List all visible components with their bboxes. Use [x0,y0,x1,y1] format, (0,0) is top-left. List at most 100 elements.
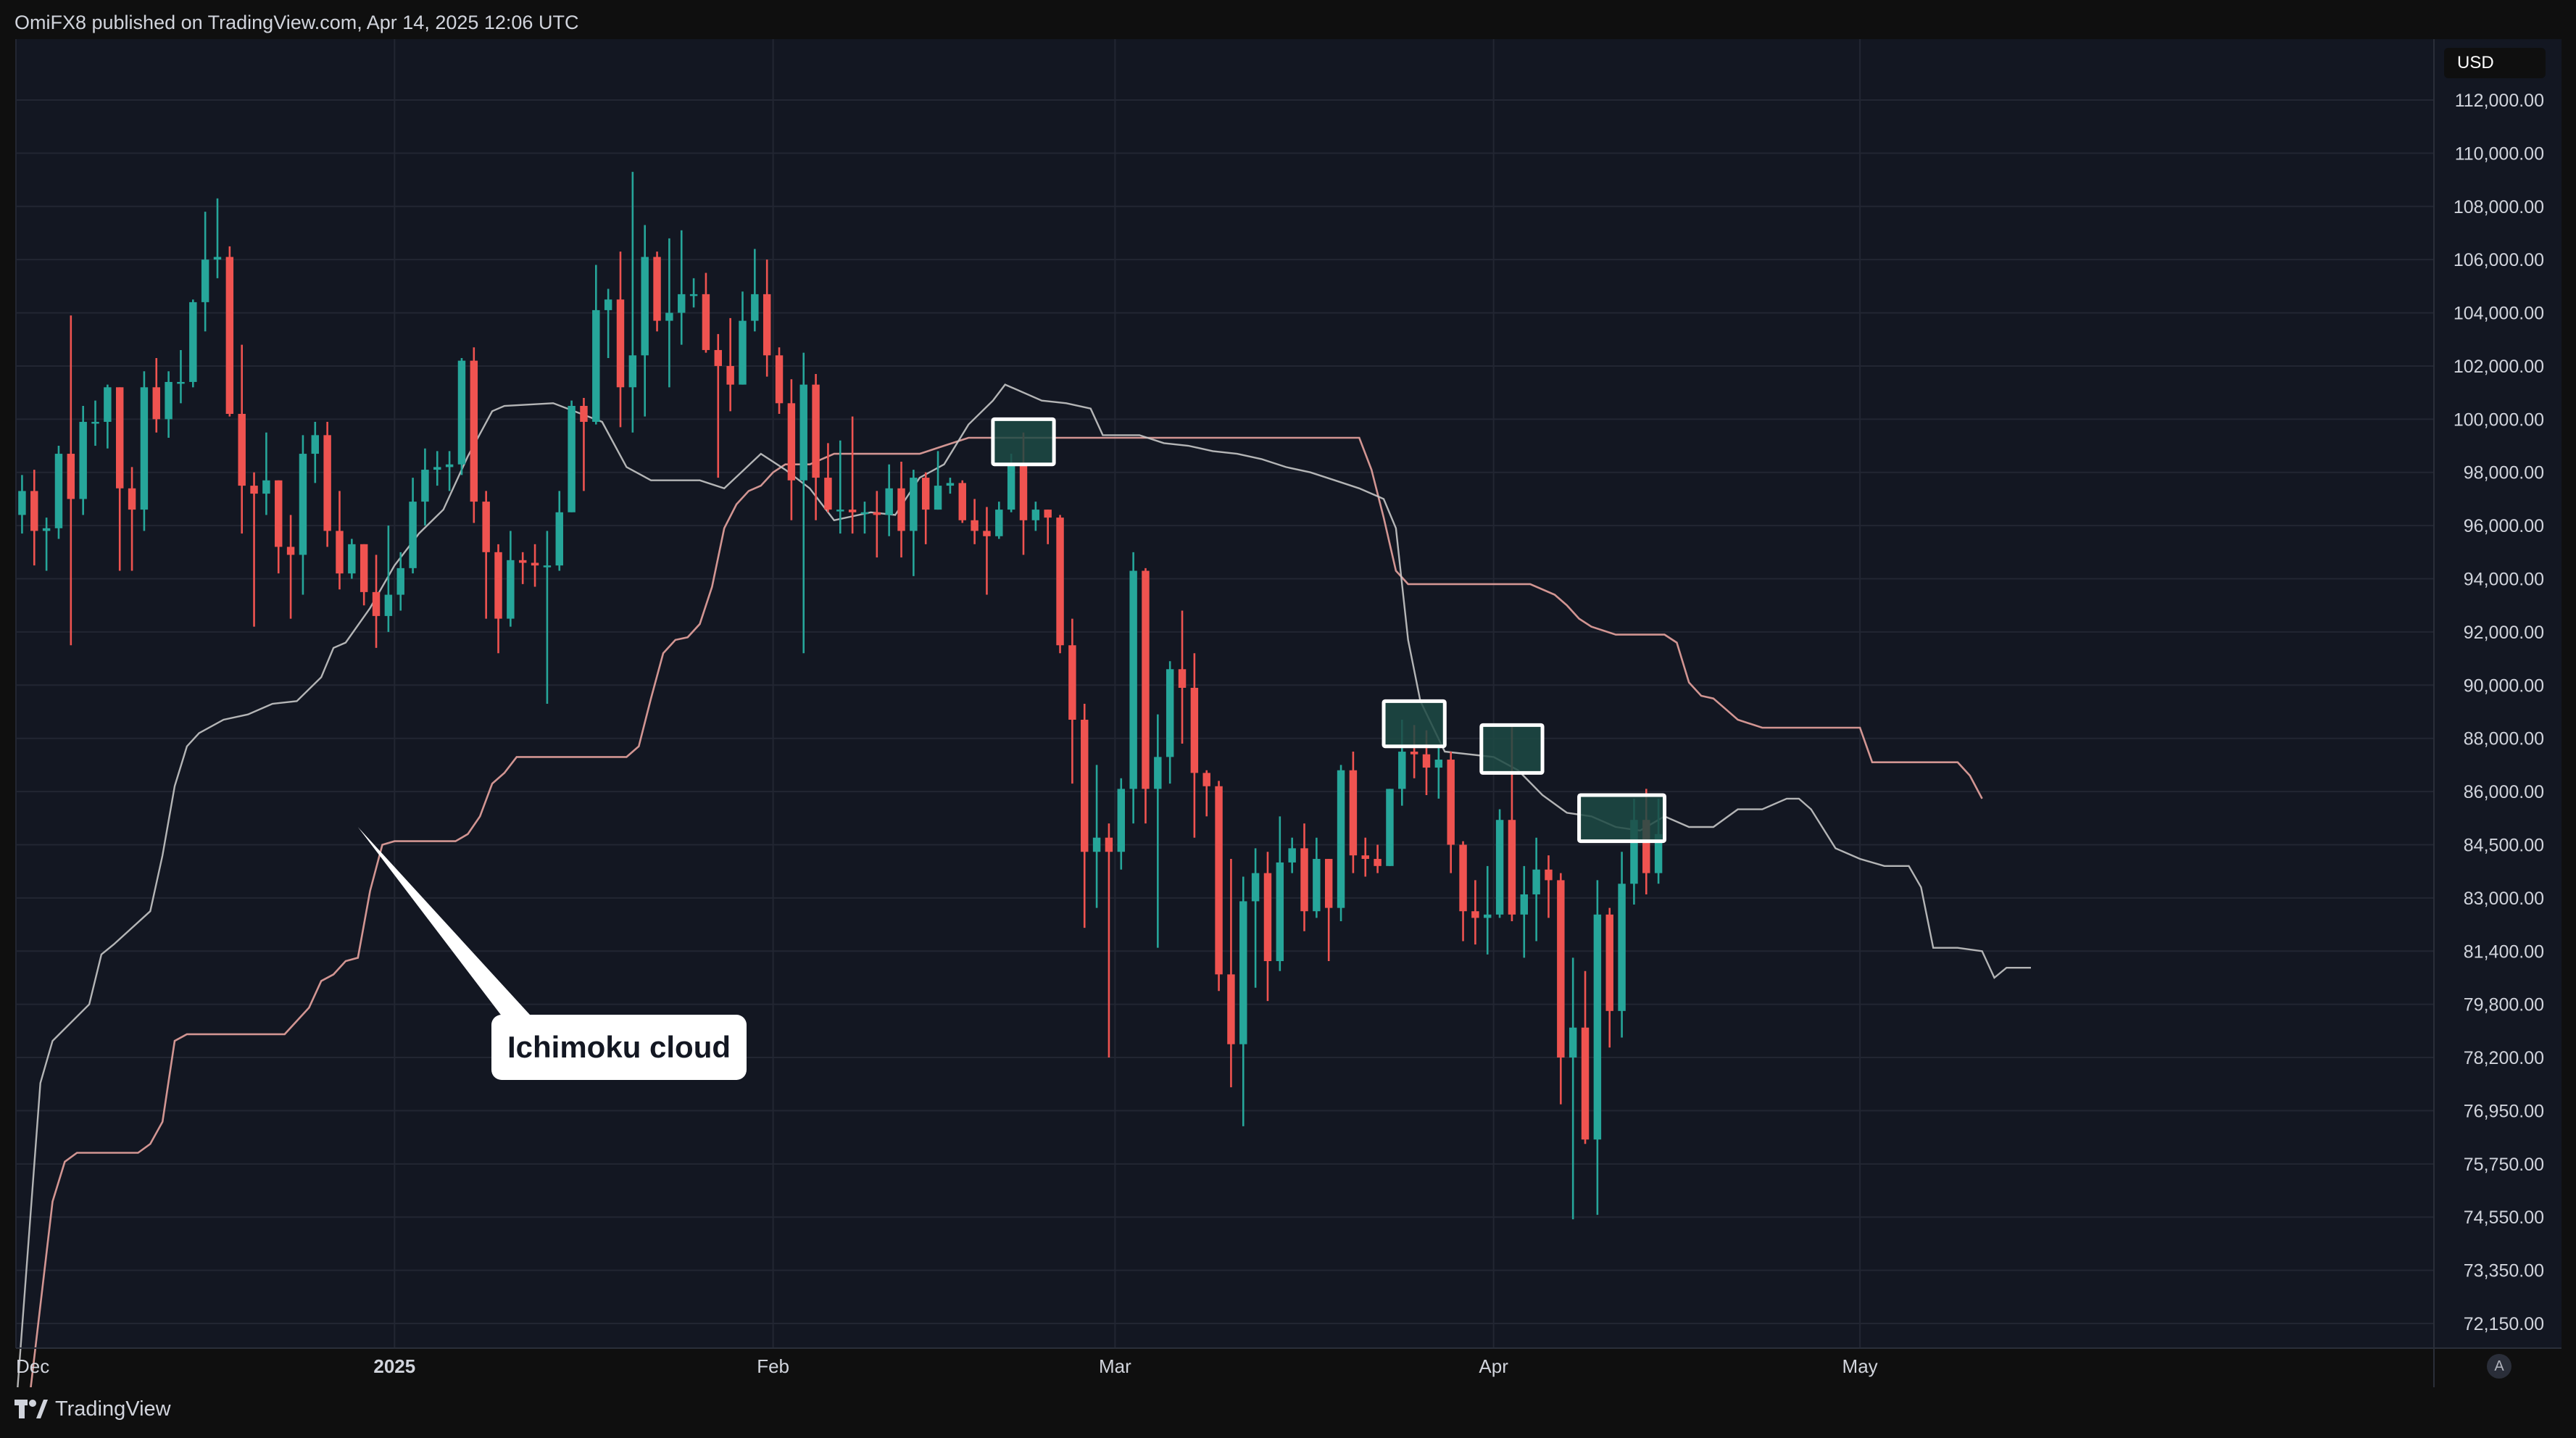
price-chart[interactable]: 112,000.00 110,000.00 108,000.00 106,000.00… [0,0,2576,1387]
candle [42,518,51,571]
price-tick-label: 110,000.00 [2455,144,2544,164]
candle-body [67,454,75,499]
candle [30,470,38,566]
candle [1605,907,1613,1048]
candle-body [482,502,490,552]
candle [1484,865,1492,955]
candle-body [421,470,429,502]
candle-body [115,387,124,489]
price-axis[interactable]: 112,000.00 110,000.00 108,000.00 106,000.00… [2454,91,2544,1334]
tradingview-logo-icon [14,1399,48,1418]
candle [751,249,759,332]
candle-body [91,422,99,424]
candle-body [946,483,955,486]
candle-body [714,349,723,366]
candle-body [1215,786,1223,975]
candle-body [1618,884,1626,1011]
candle-body [1471,911,1479,918]
candle [275,480,283,574]
candle-body [286,546,295,555]
candle-body [189,302,197,382]
candle-body [860,512,869,515]
candle-body [592,309,600,423]
candle-body [1593,914,1602,1140]
candle-body [910,478,918,531]
candle [348,539,356,579]
candle-body [348,544,356,574]
candle [140,371,149,531]
candle [336,491,344,590]
candle [665,238,673,388]
candle [543,531,552,704]
candle-body [18,491,26,515]
candle-body [1349,770,1358,856]
candle [360,544,368,606]
candle [128,467,136,571]
candle-body [1081,720,1089,852]
candle [1593,880,1602,1215]
candle-body [507,560,515,619]
candle [1031,502,1040,531]
candle-body [824,478,832,510]
candle-body [1300,848,1308,912]
candle [799,352,807,654]
candle [54,446,63,539]
candle [115,387,124,571]
candle-body [396,568,404,595]
candle-body [225,257,234,415]
candle-body [1313,859,1321,912]
candle [604,288,612,358]
candle-body [165,381,173,420]
candle-body [1557,880,1565,1058]
candle [1190,653,1199,838]
candle [18,475,26,534]
candle [1227,859,1235,1088]
candle [1459,841,1467,942]
time-axis[interactable]: Dec 2025 Feb Mar Apr May [16,39,2562,1387]
candle [323,422,331,547]
candle-body [1654,834,1663,873]
tradingview-logo[interactable]: TradingView [14,1397,171,1421]
candle [568,400,576,512]
candle-body [1068,645,1076,720]
candle-body [262,480,270,494]
candle-body [787,403,796,481]
auto-scale-button[interactable]: A [2487,1354,2511,1379]
candle-body [494,552,502,619]
candle-body [1166,669,1174,757]
time-tick-label: Feb [757,1355,789,1377]
candle-body [1227,974,1235,1044]
highlight-boxes [991,417,1667,844]
candle [177,349,185,404]
price-tick-label: 94,000.00 [2464,570,2544,590]
candle-body [1142,570,1150,789]
candle [213,198,222,278]
candle-body [323,435,331,531]
candle [921,472,930,544]
candle [1532,837,1540,942]
candle [189,299,197,388]
candle [286,515,295,619]
candle [433,451,441,486]
candle-body [1190,687,1199,773]
candle-body [543,565,552,568]
time-tick-label: Apr [1479,1355,1508,1377]
candle [1386,789,1394,866]
candle-body [568,406,576,512]
candle-body [653,257,661,321]
candle [1092,765,1101,908]
candle [714,333,723,478]
candle-body [1605,914,1613,1011]
candle [983,507,991,595]
price-tick-label: 92,000.00 [2464,623,2544,643]
candle-body [1092,837,1101,852]
candle-body [1044,510,1052,518]
candle [384,525,393,632]
candle-body [409,502,417,568]
candle [1300,823,1308,931]
candle-body [971,520,979,531]
candle-body [1520,894,1529,915]
currency-badge[interactable]: USD [2444,48,2546,78]
candle [1068,618,1076,784]
price-tick-label: 73,350.00 [2464,1261,2544,1281]
